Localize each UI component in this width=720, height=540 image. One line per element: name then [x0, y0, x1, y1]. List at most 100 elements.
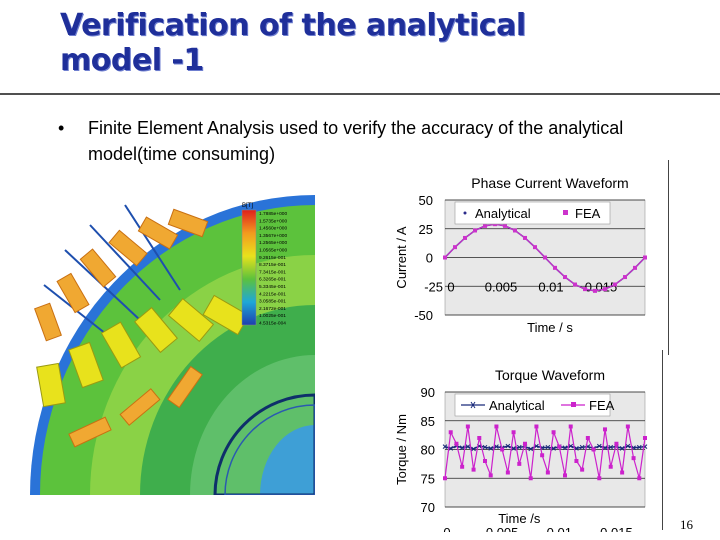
x-tick-label: 0: [447, 279, 454, 294]
data-point: [608, 444, 614, 450]
fea-legend-value: 1.5735e+000: [259, 218, 287, 224]
chart-title: Phase Current Waveform: [471, 175, 628, 191]
fea-legend-value: 1.3567e+000: [259, 233, 287, 239]
data-point: [643, 436, 647, 440]
legend-swatch: [571, 402, 576, 407]
legend-label: FEA: [575, 206, 601, 221]
divider-top: [668, 160, 669, 355]
chart-title: Torque Waveform: [495, 367, 605, 383]
y-tick-label: 0: [426, 251, 433, 266]
data-point: [534, 424, 539, 429]
data-point: [562, 445, 568, 451]
x-tick-label: 0.015: [585, 279, 618, 294]
data-point: [623, 275, 627, 280]
data-point: [453, 245, 457, 250]
legend-box: [454, 201, 611, 225]
x-axis-label: Time / s: [527, 320, 573, 335]
data-point: [459, 445, 465, 451]
data-point: [608, 464, 613, 469]
data-point: [505, 443, 511, 449]
x-tick-label: 0.005: [485, 279, 518, 294]
data-point: [516, 444, 522, 450]
data-point: [505, 470, 510, 475]
data-point: [503, 223, 507, 228]
data-point: [494, 444, 499, 449]
data-point: [443, 476, 447, 481]
x-tick-label: 0.005: [486, 525, 519, 532]
data-point: [473, 228, 477, 233]
x-tick-label: 0: [443, 525, 450, 532]
series-line: [444, 426, 646, 479]
data-point: [543, 255, 547, 260]
fea-color-scale: [241, 209, 257, 326]
data-point: [580, 467, 585, 472]
x-axis-label: Time /s: [498, 511, 541, 526]
data-point: [545, 444, 551, 450]
data-point: [637, 476, 642, 481]
data-point: [528, 476, 533, 481]
data-point: [551, 430, 556, 435]
y-axis-label: Torque / Nm: [394, 414, 409, 485]
data-point: [563, 275, 567, 280]
phase-current-chart: Phase Current Waveform 50 25 0 -25 -50 0 0.005 0…: [390, 170, 655, 345]
data-point: [471, 467, 476, 472]
data-point: [471, 446, 476, 452]
data-point: [465, 444, 471, 449]
data-point: [603, 287, 607, 292]
y-tick-label: 75: [421, 471, 435, 486]
fea-legend-value: 2.1672e-001: [259, 306, 286, 312]
y-tick-label: 50: [419, 193, 433, 208]
data-point: [463, 235, 467, 240]
y-tick-label: 70: [421, 500, 435, 515]
data-point: [488, 473, 493, 478]
data-point: [477, 436, 482, 440]
data-point: [534, 443, 539, 449]
data-point: [579, 444, 585, 450]
y-tick-label: 90: [421, 385, 435, 400]
slide-number: 16: [680, 517, 693, 532]
fea-legend-value: 4.5315e-004: [259, 321, 286, 327]
data-point: [483, 459, 487, 463]
data-point: [568, 424, 573, 429]
bullet-text: Finite Element Analysis used to verify t…: [88, 118, 624, 164]
fea-legend-value: 7.3415e-001: [259, 269, 286, 275]
data-point: [528, 446, 534, 452]
data-point: [636, 444, 642, 450]
data-point: [523, 441, 527, 446]
data-point: [494, 424, 499, 429]
bullet-icon: •: [58, 118, 65, 138]
y-tick-label: 25: [419, 222, 433, 237]
fea-legend-value: 9.2615e-001: [259, 255, 286, 261]
data-point: [483, 223, 487, 228]
data-point: [500, 447, 505, 452]
data-point: [563, 473, 567, 478]
fea-legend-value: 1.0025e-001: [259, 313, 286, 319]
data-point: [613, 282, 617, 287]
data-point: [591, 447, 596, 452]
fea-legend-value: 5.3345e-001: [259, 284, 286, 290]
data-point: [523, 235, 527, 240]
data-point: [511, 445, 516, 451]
data-point: [517, 461, 522, 466]
y-axis-label: Current / A: [394, 226, 409, 288]
data-point: [643, 255, 647, 260]
data-point: [533, 245, 537, 250]
legend-swatch: [463, 211, 467, 215]
title-divider: [0, 93, 720, 95]
data-point: [511, 430, 516, 435]
data-point: [633, 265, 637, 270]
data-point: [513, 228, 517, 233]
torque-svg: Torque Waveform 90 85 80 75 70 0 0.005 0.01 0.015…: [394, 367, 648, 540]
data-point: [448, 430, 453, 435]
data-point: [465, 424, 470, 429]
data-point: [583, 287, 587, 292]
fea-legend-value: 1.7885e+000: [259, 211, 287, 217]
data-point: [545, 470, 550, 475]
data-point: [454, 441, 459, 446]
data-point: [442, 444, 448, 449]
fea-legend-title: B[T]: [242, 203, 253, 209]
fea-legend-value: 1.0565e+000: [259, 248, 287, 254]
data-point: [620, 470, 625, 475]
title-line-1: Verification of the analytical: [60, 8, 526, 43]
data-point: [619, 445, 625, 451]
